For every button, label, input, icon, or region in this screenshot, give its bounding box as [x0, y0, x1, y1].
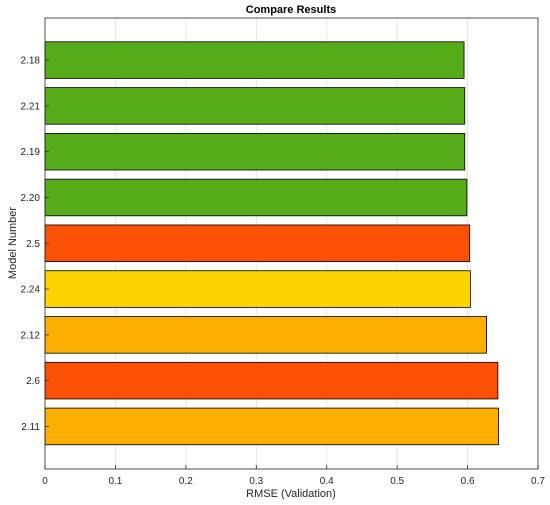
- chart-title: Compare Results: [246, 4, 336, 16]
- x-tick-label: 0.6: [461, 476, 475, 487]
- x-tick-label: 0: [42, 476, 48, 487]
- x-tick-label: 0.1: [108, 476, 122, 487]
- x-tick-label: 0.7: [531, 476, 545, 487]
- y-ticks: 2.18 2.21 2.19 2.20 2.5 2.24 2.12 2.6 2.11: [21, 56, 49, 433]
- y-tick-label: 2.18: [21, 56, 41, 67]
- bar-2.11: [44, 407, 499, 446]
- bar-2.21: [44, 87, 466, 125]
- y-axis-label: Model Number: [7, 207, 19, 279]
- bar-2.20: [44, 178, 468, 217]
- bar-2.18: [44, 41, 465, 79]
- bar-2.6: [44, 361, 499, 400]
- y-tick-label: 2.20: [21, 193, 41, 204]
- x-tick-label: 0.5: [390, 476, 404, 487]
- x-tick-label: 0.3: [249, 476, 263, 487]
- y-tick-label: 2.24: [21, 285, 41, 296]
- x-tick-label: 0.2: [179, 476, 193, 487]
- x-ticks: 0 0.1 0.2 0.3 0.4 0.5 0.6 0.7: [42, 465, 545, 487]
- y-tick-label: 2.19: [21, 147, 41, 158]
- bar-2.24: [44, 270, 471, 308]
- bar-2.19: [44, 132, 466, 171]
- y-tick-label: 2.5: [26, 239, 40, 250]
- y-tick-label: 2.12: [21, 330, 41, 341]
- y-tick-label: 2.6: [26, 376, 40, 387]
- x-tick-label: 0.4: [320, 476, 334, 487]
- y-tick-label: 2.11: [21, 422, 40, 433]
- bar-2.5: [44, 224, 471, 262]
- bars: [44, 41, 499, 446]
- x-axis-label: RMSE (Validation): [246, 488, 336, 500]
- bar-2.12: [44, 316, 487, 354]
- y-tick-label: 2.21: [21, 101, 41, 112]
